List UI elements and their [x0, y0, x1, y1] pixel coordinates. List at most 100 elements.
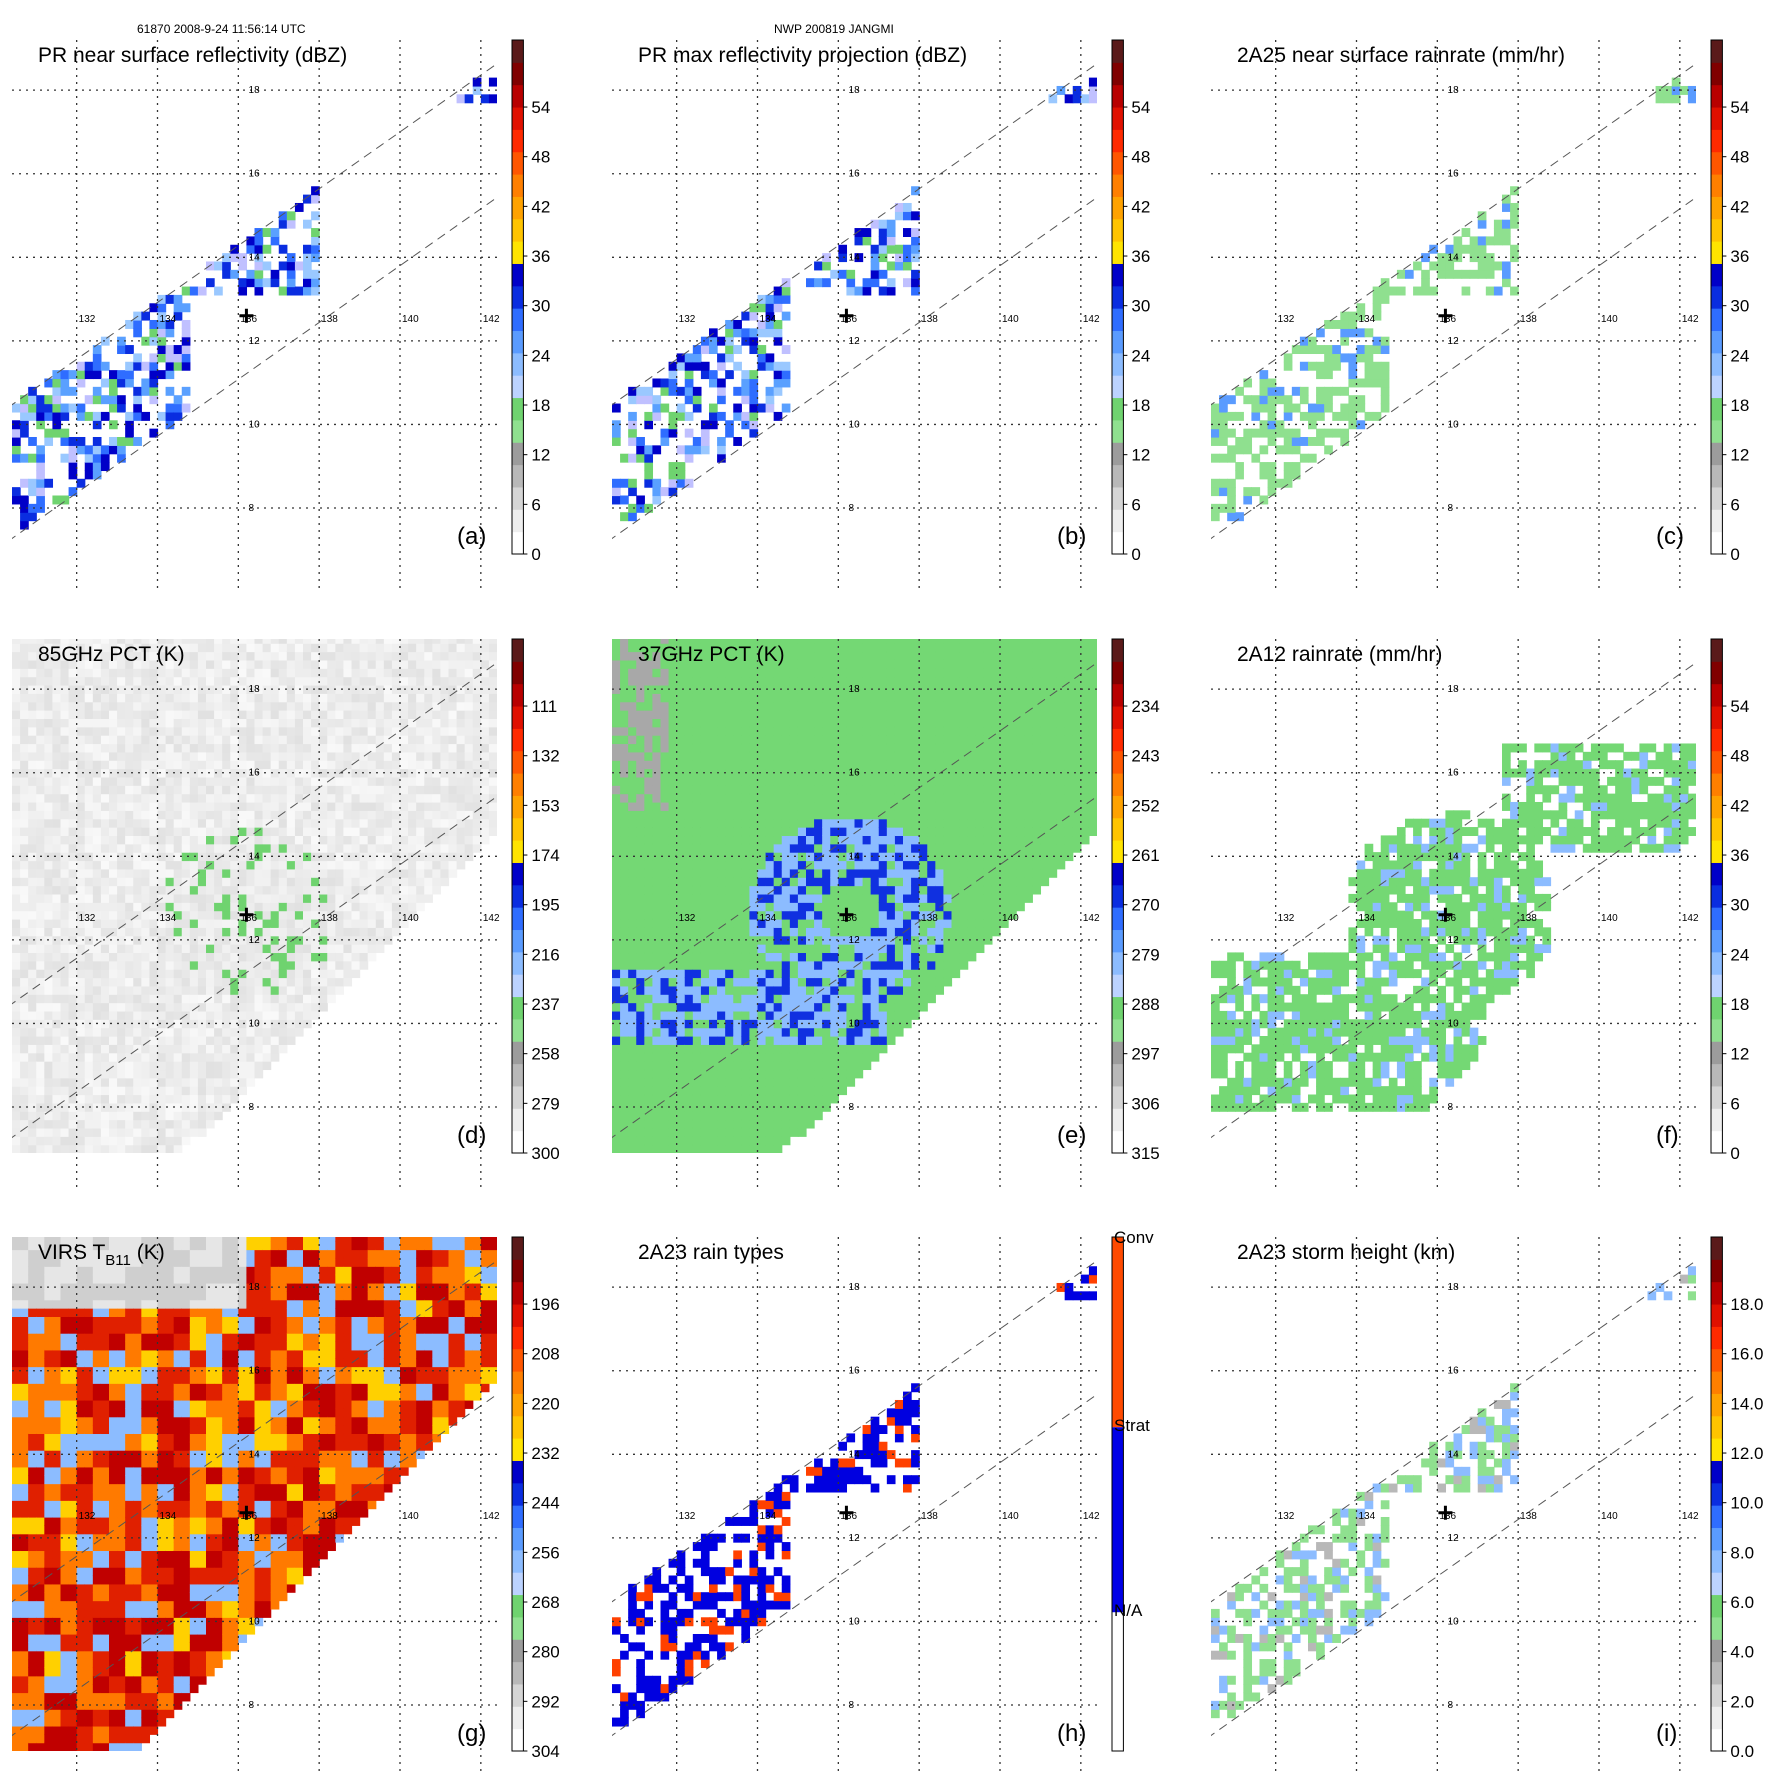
- colorbar-tick-label: 288: [1131, 995, 1159, 1014]
- lat-tick-label: 8: [849, 503, 855, 514]
- lon-tick-label: 134: [1359, 913, 1376, 924]
- lon-tick-label: 140: [1002, 913, 1019, 924]
- lat-tick-label: 16: [849, 1366, 861, 1377]
- colorbar-swatch: [512, 773, 524, 796]
- swath-edge-c-0: [1211, 196, 1696, 540]
- colorbar-swatch: [1711, 795, 1723, 819]
- colorbar-swatch: [512, 884, 524, 908]
- lon-tick-label: 140: [402, 913, 419, 924]
- lat-tick-label: 14: [849, 851, 861, 862]
- colorbar-tick-label: 306: [1131, 1094, 1159, 1113]
- colorbar-swatch: [1112, 884, 1124, 908]
- colorbar-tick-label: 54: [1131, 98, 1150, 117]
- swath-edge-f-1: [1211, 662, 1696, 1005]
- storm-center-marker: [839, 907, 854, 922]
- colorbar-swatch: [512, 151, 524, 175]
- colorbar-tick-label: 220: [531, 1394, 559, 1413]
- colorbar-tick-label: 6: [1730, 1094, 1739, 1113]
- colorbar-tick-label: 54: [1730, 697, 1749, 716]
- colorbar-swatch: [1711, 1281, 1723, 1305]
- swath-edge-d-1: [12, 662, 497, 1005]
- lon-tick-label: 134: [160, 913, 177, 924]
- colorbar-swatch: [1711, 40, 1723, 63]
- lon-tick-label: 136: [240, 1511, 257, 1522]
- lon-tick-label: 142: [1083, 1511, 1100, 1522]
- colorbar-swatch: [1112, 129, 1124, 153]
- colorbar-swatch: [1711, 1304, 1723, 1327]
- panel-title: 2A23 storm height (km): [1237, 1241, 1455, 1264]
- colorbar-swatch: [1711, 1085, 1723, 1109]
- colorbar-tick-label: 12: [1730, 1045, 1749, 1064]
- colorbar-swatch: [512, 862, 524, 886]
- colorbar-swatch: [1711, 1683, 1723, 1707]
- colorbar-tick-label: 153: [531, 796, 559, 815]
- colorbar-swatch: [512, 263, 524, 287]
- colorbar-swatch: [1112, 330, 1124, 354]
- colorbar-swatch: [1112, 862, 1124, 886]
- colorbar-tick-label: 292: [531, 1692, 559, 1711]
- lon-tick-label: 134: [760, 913, 777, 924]
- colorbar-swatch: [1112, 683, 1124, 707]
- colorbar-swatch: [1711, 62, 1723, 86]
- panel-f: 132 134 136 138 140 142 8 10 12 14 16 18 2A12 rainra…: [1211, 638, 1749, 1188]
- colorbar-tick-label: 24: [531, 346, 550, 365]
- colorbar-category-label: Strat: [1114, 1416, 1150, 1435]
- colorbar-swatch: [1711, 419, 1723, 443]
- colorbar-swatch: [1711, 1326, 1723, 1350]
- lon-tick-label: 134: [160, 314, 177, 325]
- lon-tick-label: 136: [240, 913, 257, 924]
- colorbar-swatch: [512, 1041, 524, 1065]
- colorbar-swatch: [1711, 1594, 1723, 1618]
- colorbar-tick-label: 300: [531, 1144, 559, 1163]
- lon-tick-label: 142: [483, 1511, 500, 1522]
- colorbar-swatch: [512, 464, 524, 488]
- colorbar-tick-label: 12: [1730, 446, 1749, 465]
- swath-edge-b-1: [612, 63, 1097, 406]
- colorbar-swatch: [1112, 750, 1124, 774]
- colorbar-swatch: [512, 1728, 524, 1752]
- colorbar-tick-label: 24: [1730, 346, 1749, 365]
- lon-tick-label: 138: [321, 314, 338, 325]
- lon-tick-label: 142: [1682, 1511, 1699, 1522]
- colorbar-swatch: [1711, 84, 1723, 108]
- lat-tick-label: 18: [249, 85, 261, 96]
- panel-d-field: [12, 639, 497, 1153]
- colorbar-swatch: [1112, 442, 1124, 466]
- colorbar-swatch: [512, 107, 524, 130]
- lat-tick-label: 10: [249, 419, 261, 430]
- lat-tick-label: 10: [849, 1616, 861, 1627]
- colorbar-swatch: [512, 1108, 524, 1132]
- colorbar-swatch: [1112, 1130, 1124, 1154]
- lat-tick-label: 14: [1448, 851, 1460, 862]
- lat-tick-label: 16: [249, 1366, 261, 1377]
- colorbar-swatch: [1112, 174, 1124, 197]
- lon-tick-label: 136: [1439, 1511, 1456, 1522]
- lon-tick-label: 134: [1359, 314, 1376, 325]
- colorbar-swatch: [1112, 151, 1124, 175]
- colorbar-swatch: [1711, 330, 1723, 354]
- colorbar-swatch: [512, 218, 524, 242]
- colorbar-tick-label: 42: [1730, 197, 1749, 216]
- colorbar-tick-label: 8.0: [1730, 1543, 1754, 1562]
- colorbar-swatch: [512, 1661, 524, 1685]
- colorbar-tick-label: 12: [531, 446, 550, 465]
- colorbar-swatch: [512, 795, 524, 819]
- colorbar-swatch: [1711, 1348, 1723, 1372]
- lon-tick-label: 138: [321, 1511, 338, 1522]
- lon-tick-label: 132: [679, 913, 696, 924]
- colorbar-tick-label: 6: [531, 495, 540, 514]
- colorbar-tick-label: 30: [1730, 297, 1749, 316]
- colorbar-e: 315 306 297 288 279 270 261 252 243 234: [1111, 638, 1160, 1163]
- panel-g-field: [12, 1237, 497, 1751]
- colorbar-swatch: [512, 129, 524, 153]
- colorbar-swatch: [512, 1549, 524, 1573]
- colorbar-swatch: [1711, 1527, 1723, 1551]
- lat-tick-label: 12: [1448, 1533, 1460, 1544]
- colorbar-tick-label: 48: [1131, 148, 1150, 167]
- colorbar-swatch: [1711, 1639, 1723, 1663]
- colorbar-tick-label: 6.0: [1730, 1593, 1754, 1612]
- colorbar-tick-label: 304: [531, 1742, 559, 1761]
- colorbar-tick-label: 270: [1131, 896, 1159, 915]
- colorbar-swatch: [512, 683, 524, 707]
